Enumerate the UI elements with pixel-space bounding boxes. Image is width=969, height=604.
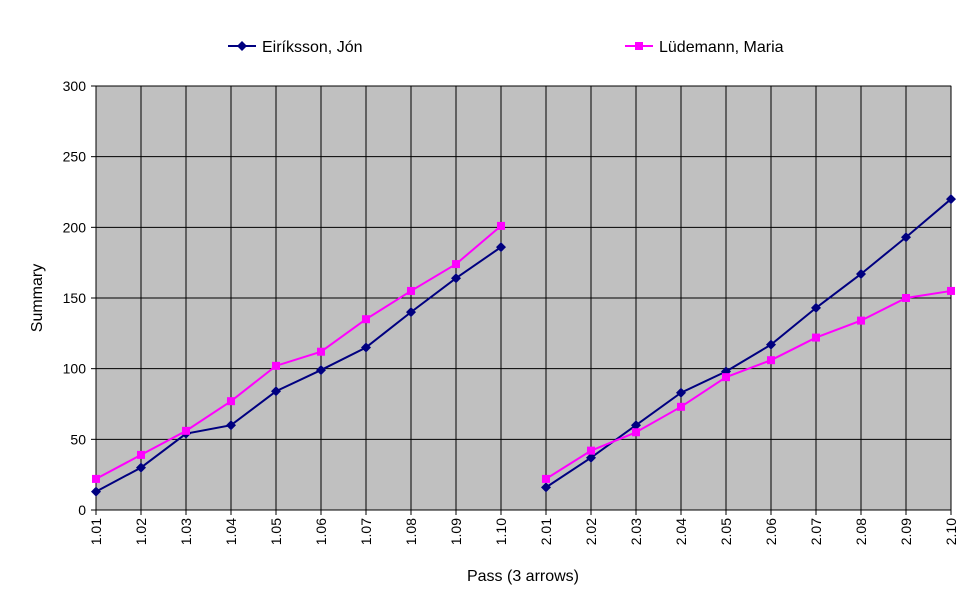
y-tick-label: 300 <box>63 78 87 94</box>
data-point <box>136 462 146 473</box>
data-point <box>902 294 910 302</box>
data-point <box>677 402 685 411</box>
x-tick-label: 1.08 <box>403 518 419 545</box>
y-tick-label: 50 <box>70 431 86 447</box>
data-point <box>766 339 776 350</box>
x-tick-label: 1.09 <box>448 518 464 545</box>
data-point <box>586 452 596 463</box>
data-point <box>946 194 956 205</box>
data-point <box>767 356 775 365</box>
data-point <box>587 446 595 455</box>
x-tick-label: 1.03 <box>178 518 194 545</box>
x-tick-label: 2.01 <box>538 518 554 545</box>
legend-marker <box>237 41 247 51</box>
x-tick-label: 2.10 <box>943 518 959 545</box>
data-point <box>542 474 550 483</box>
series-line <box>95 246 502 493</box>
x-tick-label: 1.10 <box>493 518 509 545</box>
data-point <box>317 347 325 356</box>
data-point <box>856 268 866 279</box>
data-point <box>497 221 505 230</box>
legend-label: Lüdemann, Maria <box>659 39 784 56</box>
data-point <box>272 361 280 370</box>
data-point <box>452 260 460 269</box>
data-point <box>541 482 551 493</box>
x-tick-label: 2.02 <box>583 518 599 545</box>
x-tick-label: 1.04 <box>223 518 239 545</box>
legend-marker <box>635 42 643 50</box>
data-point <box>632 428 640 437</box>
y-tick-label: 250 <box>63 149 87 165</box>
data-point <box>362 315 370 324</box>
data-point <box>407 286 415 295</box>
data-point <box>361 342 371 353</box>
data-point <box>91 486 101 497</box>
data-point <box>947 286 955 295</box>
x-tick-label: 1.06 <box>313 518 329 545</box>
data-point <box>182 426 190 435</box>
x-tick-label: 1.05 <box>268 518 284 545</box>
data-point <box>227 397 235 406</box>
x-tick-label: 2.04 <box>673 518 689 545</box>
x-tick-label: 2.06 <box>763 518 779 545</box>
data-point <box>316 365 326 376</box>
data-point <box>496 242 506 253</box>
x-tick-label: 2.08 <box>853 518 869 545</box>
data-point <box>722 373 730 382</box>
data-point <box>406 307 416 318</box>
data-point <box>137 450 145 459</box>
data-point <box>451 273 461 284</box>
data-point <box>676 387 686 398</box>
x-tick-label: 1.02 <box>133 518 149 545</box>
y-tick-label: 200 <box>63 219 87 235</box>
x-tick-label: 2.07 <box>808 518 824 545</box>
x-tick-label: 1.01 <box>88 518 104 545</box>
data-point <box>631 420 641 431</box>
y-tick-label: 100 <box>63 361 87 377</box>
x-axis-label: Pass (3 arrows) <box>467 568 579 585</box>
y-tick-label: 0 <box>78 502 86 518</box>
series-line <box>545 289 952 480</box>
data-point <box>226 420 236 431</box>
data-point <box>92 474 100 483</box>
y-axis-label: Summary <box>29 264 46 332</box>
x-tick-label: 2.09 <box>898 518 914 545</box>
data-point <box>811 302 821 313</box>
data-point <box>271 386 281 397</box>
y-tick-label: 150 <box>63 290 87 306</box>
series-line <box>95 225 502 480</box>
data-point <box>901 232 911 243</box>
x-tick-label: 1.07 <box>358 518 374 545</box>
x-tick-label: 2.05 <box>718 518 734 545</box>
legend-label: Eiríksson, Jón <box>262 39 362 56</box>
data-point <box>857 316 865 325</box>
x-tick-label: 2.03 <box>628 518 644 545</box>
data-point <box>812 333 820 342</box>
